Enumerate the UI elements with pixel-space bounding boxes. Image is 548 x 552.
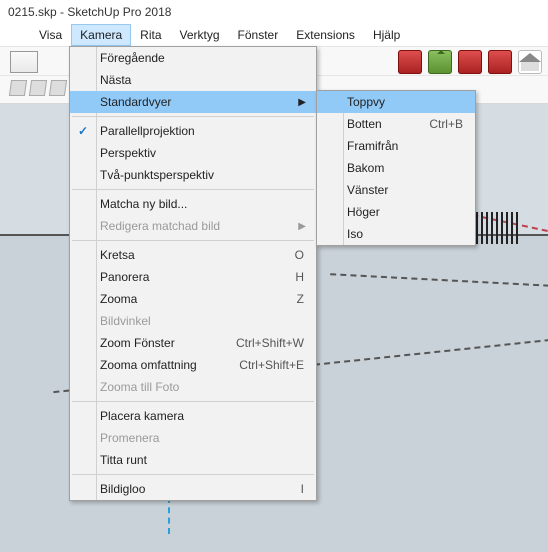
camera-menu: Föregående Nästa Standardvyer ▶ ✓ Parall… xyxy=(69,46,317,501)
shortcut-label: Z xyxy=(297,292,308,306)
menu-item-standardvyer[interactable]: Standardvyer ▶ xyxy=(70,91,316,113)
submenu-arrow-icon: ▶ xyxy=(298,97,308,108)
menu-item-label: Promenera xyxy=(100,431,159,445)
menu-item-label: Zooma till Foto xyxy=(100,380,179,394)
menu-item-parallellprojektion[interactable]: ✓ Parallellprojektion xyxy=(70,120,316,142)
extension-icon[interactable] xyxy=(458,50,482,74)
standard-views-submenu: Toppvy Botten Ctrl+B Framifrån Bakom Väns… xyxy=(316,90,476,246)
menu-bar: Visa Kamera Rita Verktyg Fönster Extensi… xyxy=(0,24,548,46)
shortcut-label: H xyxy=(295,270,308,284)
extension-warehouse-icon[interactable] xyxy=(488,50,512,74)
submenu-item-bakom[interactable]: Bakom xyxy=(317,157,475,179)
toolbar-right-group xyxy=(398,50,542,74)
menu-item-label: Zoom Fönster xyxy=(100,336,175,350)
menu-item-label: Bildvinkel xyxy=(100,314,151,328)
menu-item-zoom-fonster[interactable]: Zoom Fönster Ctrl+Shift+W xyxy=(70,332,316,354)
menu-item-label: Iso xyxy=(347,227,363,241)
shortcut-label: Ctrl+Shift+E xyxy=(239,358,308,372)
menubar-item-rita[interactable]: Rita xyxy=(131,24,170,46)
menu-item-label: Bildigloo xyxy=(100,482,145,496)
menu-item-label: Höger xyxy=(347,205,380,219)
menu-item-label: Zooma xyxy=(100,292,137,306)
shortcut-label: Ctrl+Shift+W xyxy=(236,336,308,350)
menu-item-tvapunkts[interactable]: Två-punktsperspektiv xyxy=(70,164,316,186)
menu-item-nasta[interactable]: Nästa xyxy=(70,69,316,91)
menu-item-matcha-ny-bild[interactable]: Matcha ny bild... xyxy=(70,193,316,215)
menu-item-perspektiv[interactable]: Perspektiv xyxy=(70,142,316,164)
menu-item-zooma[interactable]: Zooma Z xyxy=(70,288,316,310)
menubar-item-visa[interactable]: Visa xyxy=(30,24,71,46)
menu-item-label: Matcha ny bild... xyxy=(100,197,187,211)
menu-item-label: Nästa xyxy=(100,73,131,87)
menubar-item-verktyg[interactable]: Verktyg xyxy=(171,24,229,46)
submenu-item-framifran[interactable]: Framifrån xyxy=(317,135,475,157)
menu-item-label: Redigera matchad bild xyxy=(100,219,220,233)
menu-separator xyxy=(72,189,314,190)
toolbar-select-icon[interactable] xyxy=(10,51,38,73)
menu-separator xyxy=(72,474,314,475)
menu-item-label: Vänster xyxy=(347,183,388,197)
view-icon-3[interactable] xyxy=(49,80,67,96)
menu-item-promenera: Promenera xyxy=(70,427,316,449)
menu-item-label: Kretsa xyxy=(100,248,135,262)
check-icon: ✓ xyxy=(78,124,88,138)
menu-separator xyxy=(72,401,314,402)
window-title: 0215.skp - SketchUp Pro 2018 xyxy=(8,5,171,19)
menu-item-redigera-matchad-bild: Redigera matchad bild ▶ xyxy=(70,215,316,237)
toolbar-views-group xyxy=(10,80,66,96)
menubar-item-hjalp[interactable]: Hjälp xyxy=(364,24,409,46)
submenu-item-toppvy[interactable]: Toppvy xyxy=(317,91,475,113)
menu-item-panorera[interactable]: Panorera H xyxy=(70,266,316,288)
menu-item-label: Zooma omfattning xyxy=(100,358,197,372)
menu-item-bildvinkel: Bildvinkel xyxy=(70,310,316,332)
menu-item-zooma-omfattning[interactable]: Zooma omfattning Ctrl+Shift+E xyxy=(70,354,316,376)
shortcut-label: Ctrl+B xyxy=(429,117,467,131)
menu-item-zooma-till-foto: Zooma till Foto xyxy=(70,376,316,398)
house-view-icon[interactable] xyxy=(518,50,542,74)
menu-separator xyxy=(72,240,314,241)
menubar-item-extensions[interactable]: Extensions xyxy=(287,24,364,46)
menu-item-label: Parallellprojektion xyxy=(100,124,195,138)
shortcut-label: O xyxy=(295,248,308,262)
submenu-item-hoger[interactable]: Höger xyxy=(317,201,475,223)
menu-item-label: Titta runt xyxy=(100,453,147,467)
view-icon-2[interactable] xyxy=(29,80,47,96)
menu-item-label: Botten xyxy=(347,117,382,131)
menubar-item-kamera[interactable]: Kamera xyxy=(71,24,131,46)
warehouse-icon[interactable] xyxy=(398,50,422,74)
menu-item-label: Framifrån xyxy=(347,139,398,153)
title-bar: 0215.skp - SketchUp Pro 2018 xyxy=(0,0,548,24)
menu-separator xyxy=(72,116,314,117)
menu-item-foregaende[interactable]: Föregående xyxy=(70,47,316,69)
submenu-item-iso[interactable]: Iso xyxy=(317,223,475,245)
menu-item-bildigloo[interactable]: Bildigloo I xyxy=(70,478,316,500)
menu-item-label: Toppvy xyxy=(347,95,385,109)
shortcut-label: I xyxy=(301,482,308,496)
warehouse-upload-icon[interactable] xyxy=(428,50,452,74)
submenu-arrow-icon: ▶ xyxy=(298,221,308,232)
menu-item-placera-kamera[interactable]: Placera kamera xyxy=(70,405,316,427)
menu-item-label: Två-punktsperspektiv xyxy=(100,168,214,182)
menu-item-kretsa[interactable]: Kretsa O xyxy=(70,244,316,266)
menubar-item-fonster[interactable]: Fönster xyxy=(229,24,288,46)
view-icon-1[interactable] xyxy=(9,80,27,96)
menu-item-label: Föregående xyxy=(100,51,165,65)
submenu-item-botten[interactable]: Botten Ctrl+B xyxy=(317,113,475,135)
menu-item-label: Perspektiv xyxy=(100,146,156,160)
menu-item-label: Panorera xyxy=(100,270,149,284)
menu-item-label: Placera kamera xyxy=(100,409,184,423)
submenu-item-vanster[interactable]: Vänster xyxy=(317,179,475,201)
menu-item-titta-runt[interactable]: Titta runt xyxy=(70,449,316,471)
menu-item-label: Standardvyer xyxy=(100,95,171,109)
menu-item-label: Bakom xyxy=(347,161,384,175)
